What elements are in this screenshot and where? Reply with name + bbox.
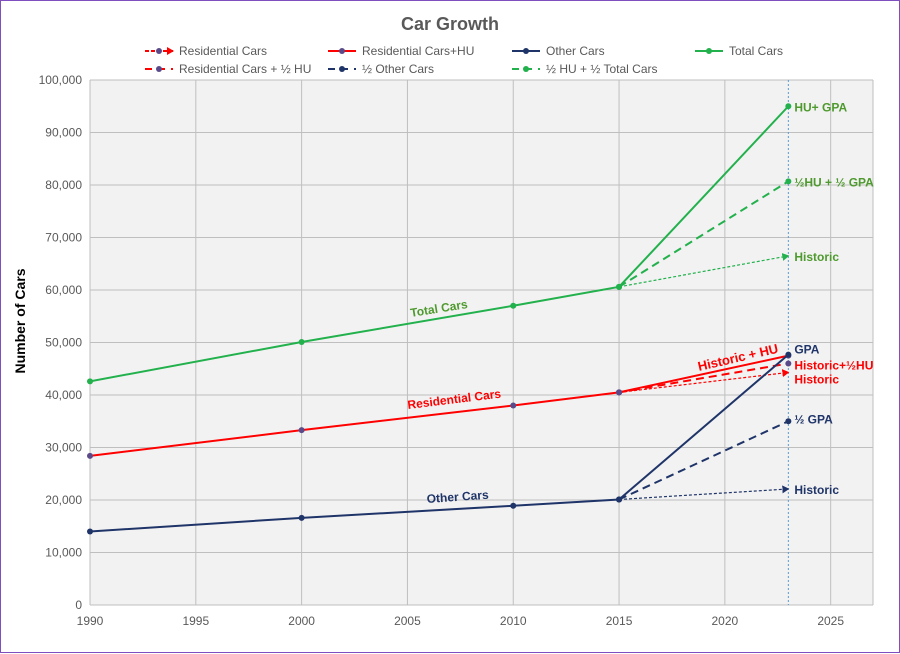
legend-item: ½ Other Cars [328, 62, 434, 76]
series-line-residential-cars-hu [618, 362, 789, 394]
legend-marker [706, 48, 712, 54]
data-point [298, 427, 305, 434]
y-tick-label: 70,000 [45, 231, 82, 245]
y-tick-label: 10,000 [45, 546, 82, 560]
legend-item: ½ HU + ½ Total Cars [512, 62, 658, 76]
end-label: Historic+½HU [794, 359, 873, 373]
legend-label: Total Cars [729, 44, 783, 58]
y-tick-label: 60,000 [45, 283, 82, 297]
chart-title: Car Growth [401, 14, 499, 34]
data-point [510, 302, 517, 309]
legend-marker [156, 48, 162, 54]
legend-marker [339, 66, 345, 72]
x-tick-label: 2020 [712, 614, 739, 628]
x-tick-label: 2005 [394, 614, 421, 628]
series-line-total-cars-historic [618, 253, 790, 288]
y-axis-label: Number of Cars [12, 268, 28, 373]
end-label: ½ GPA [794, 412, 833, 426]
end-label: Historic [794, 483, 839, 497]
y-tick-label: 80,000 [45, 178, 82, 192]
x-tick-label: 2000 [288, 614, 315, 628]
legend-item: Total Cars [695, 44, 783, 58]
legend-marker [523, 48, 529, 54]
end-label: GPA [794, 343, 819, 357]
legend-item: Other Cars [512, 44, 605, 58]
x-tick-label: 1990 [77, 614, 104, 628]
data-point [510, 502, 517, 509]
y-tick-label: 50,000 [45, 336, 82, 350]
data-point [785, 178, 792, 185]
end-label: ½HU + ½ GPA [794, 175, 874, 189]
legend-label: Residential Cars+HU [362, 44, 474, 58]
series-line--hu-total-cars [618, 180, 789, 288]
data-point [785, 351, 792, 358]
data-point [616, 389, 623, 396]
data-point [616, 283, 623, 290]
legend-label: Residential Cars + ½ HU [179, 62, 311, 76]
x-tick-label: 1995 [182, 614, 209, 628]
legend-item: Residential Cars + ½ HU [145, 62, 311, 76]
y-tick-label: 20,000 [45, 493, 82, 507]
data-point [87, 528, 93, 535]
y-tick-label: 90,000 [45, 126, 82, 140]
data-point [785, 418, 792, 425]
end-label: HU+ GPA [794, 100, 847, 114]
x-tick-label: 2010 [500, 614, 527, 628]
y-tick-label: 40,000 [45, 388, 82, 402]
data-point [298, 338, 305, 345]
x-tick-label: 2025 [817, 614, 844, 628]
y-tick-label: 100,000 [39, 73, 83, 87]
data-point [785, 103, 792, 110]
legend-label: Other Cars [546, 44, 605, 58]
end-label: Historic [794, 250, 839, 264]
legend-marker [156, 66, 162, 72]
series-line--other-cars [618, 420, 789, 501]
legend-item: Residential Cars [145, 44, 267, 58]
legend-label: Residential Cars [179, 44, 267, 58]
series-line-other-cars-historic [619, 485, 790, 501]
legend-label: ½ Other Cars [362, 62, 434, 76]
line-label-other: Other Cars [426, 488, 489, 506]
x-tick-label: 2015 [606, 614, 633, 628]
legend-marker [523, 66, 529, 72]
legend-item: Residential Cars+HU [328, 44, 474, 58]
data-point [616, 496, 623, 503]
data-point [87, 378, 93, 385]
legend-marker [339, 48, 345, 54]
series-line-residential-cars [618, 369, 790, 393]
legend-label: ½ HU + ½ Total Cars [546, 62, 658, 76]
data-point [785, 360, 792, 367]
y-tick-label: 30,000 [45, 441, 82, 455]
y-tick-label: 0 [75, 598, 82, 612]
data-point [87, 452, 93, 459]
end-label: Historic [794, 372, 839, 386]
data-point [298, 514, 305, 521]
data-point [510, 402, 517, 409]
